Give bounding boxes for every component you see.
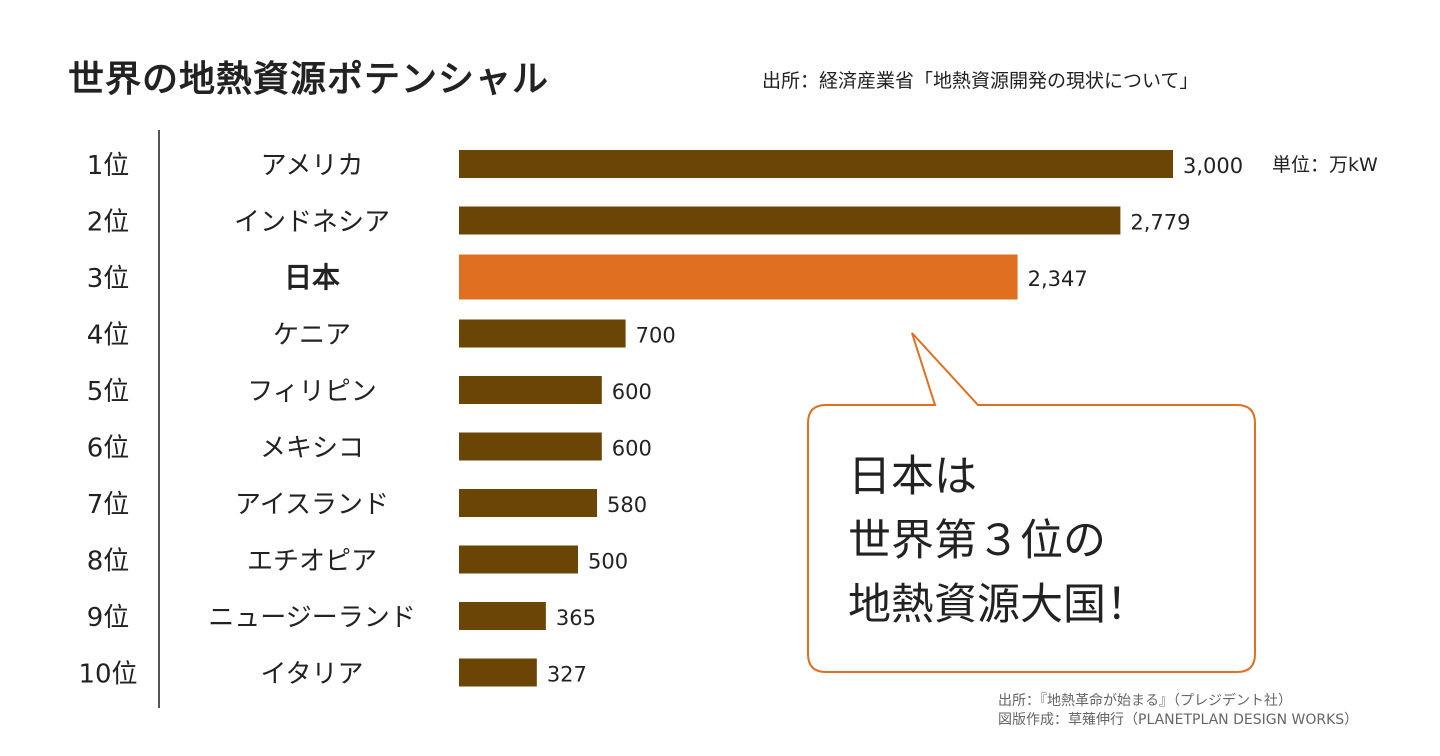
credits: 出所：『地熱革命が始まる』（プレジデント社） 図版作成：草薙伸行（PLANETP…: [998, 692, 1358, 730]
chart-title: 世界の地熱資源ポテンシャル: [68, 59, 550, 100]
value-label: 2,779: [1130, 211, 1190, 235]
callout-line: 世界第３位の: [848, 516, 1106, 566]
rank-label: 1位: [87, 151, 130, 181]
value-label: 2,347: [1028, 267, 1088, 291]
bar: [459, 254, 1018, 300]
value-label: 580: [607, 493, 647, 517]
bar: [459, 376, 602, 404]
rank-label: 3位: [87, 264, 130, 294]
value-label: 3,000: [1183, 154, 1243, 178]
rank-label: 10位: [78, 660, 137, 690]
value-label: 327: [547, 663, 587, 687]
rank-label: 4位: [87, 321, 130, 351]
bar: [459, 432, 602, 461]
category-label: 日本: [284, 261, 340, 294]
bar: [459, 658, 537, 687]
rank-label: 8位: [87, 547, 130, 577]
category-label: アイスランド: [235, 490, 389, 520]
bar: [459, 206, 1121, 235]
callout-line: 地熱資源大国！: [848, 580, 1149, 630]
category-label: メキシコ: [260, 434, 364, 464]
bar: [459, 489, 598, 517]
rank-label: 2位: [87, 208, 130, 238]
category-label: インドネシア: [234, 208, 390, 238]
callout-line: 日本は: [848, 452, 977, 502]
callout-text: 日本は 世界第３位の 地熱資源大国！: [848, 445, 1149, 637]
rank-label: 9位: [87, 603, 130, 633]
rank-label: 6位: [87, 434, 130, 464]
bar: [459, 545, 578, 574]
value-label: 600: [612, 437, 652, 461]
value-label: 600: [612, 380, 652, 404]
bar: [459, 150, 1173, 178]
rank-label: 5位: [87, 377, 130, 407]
source-note: 出所：経済産業省「地熱資源開発の現状について」: [762, 70, 1199, 92]
bar: [459, 602, 546, 630]
category-label: ニュージーランド: [208, 603, 415, 633]
category-label: イタリア: [261, 660, 364, 690]
category-label: フィリピン: [247, 377, 376, 407]
callout-bubble: [807, 332, 1256, 673]
value-label: 365: [556, 606, 596, 630]
value-label: 500: [588, 550, 628, 574]
credit-source: 出所：『地熱革命が始まる』（プレジデント社）: [998, 693, 1292, 709]
credit-design: 図版作成：草薙伸行（PLANETPLAN DESIGN WORKS）: [998, 712, 1359, 728]
category-label: アメリカ: [261, 151, 364, 181]
bar: [459, 319, 626, 348]
category-label: エチオピア: [247, 547, 377, 577]
unit-label: 単位：万kW: [1272, 154, 1378, 176]
value-label: 700: [636, 324, 676, 348]
rank-label: 7位: [87, 490, 130, 520]
category-label: ケニア: [273, 321, 351, 351]
